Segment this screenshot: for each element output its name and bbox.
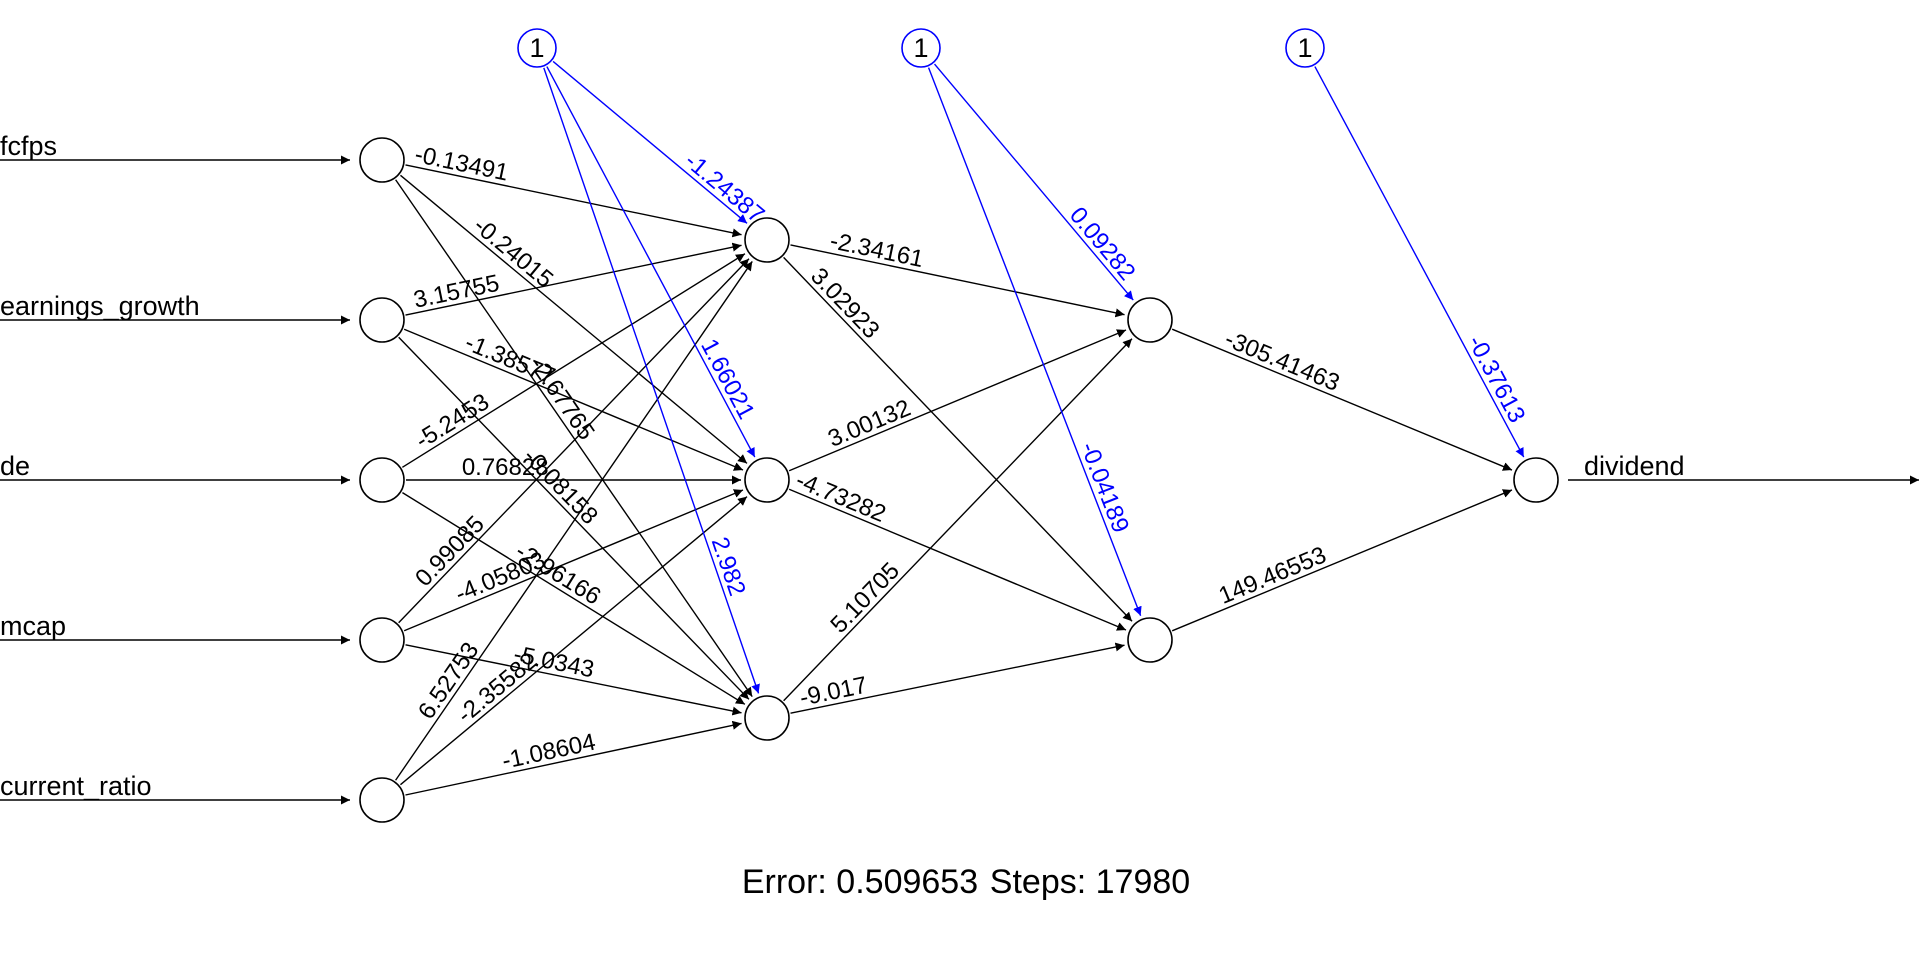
- bias-node-2-label: 1: [913, 33, 928, 63]
- edge-input-5-h1-3-line: [405, 720, 742, 796]
- edge-bias-h1-3-weight: 2.982: [706, 534, 751, 600]
- input-node-fcfps: [359, 137, 405, 183]
- input-label-de: de: [0, 451, 30, 481]
- input-label-current_ratio: current_ratio: [0, 771, 152, 801]
- edge-h2-2-output-weight: 149.46553: [1215, 541, 1330, 609]
- edge-bias-h1-2-weight: 1.66021: [695, 334, 760, 423]
- edge-h1-2-h2-2-weight: -4.73282: [792, 467, 890, 528]
- edge-input-5-h1-1-line: [395, 261, 753, 781]
- edge-bias-output-line: [1314, 66, 1525, 458]
- edge-bias-h2-1-weight: 0.09282: [1064, 202, 1141, 286]
- bias-node-2: [901, 28, 941, 68]
- input-node-mcap: [359, 617, 405, 663]
- edge-h1-3-h2-1-weight: 5.10705: [825, 557, 905, 638]
- edge-bias-h2-2-line: [927, 67, 1142, 617]
- edge-h1-1-h2-1-line: [790, 244, 1125, 318]
- output-label: dividend: [1584, 451, 1685, 481]
- input-node-de: [359, 457, 405, 503]
- edge-input-5-h1-2-line: [400, 496, 748, 786]
- edge-h2-1-output-weight: -305.41463: [1221, 326, 1344, 397]
- edge-h1-1-h2-1-weight: -2.34161: [828, 227, 926, 273]
- edge-h1-1-h2-2-line: [783, 256, 1133, 622]
- edge-h2-2-output-line: [1171, 489, 1513, 632]
- hidden2-node-1: [1127, 297, 1173, 343]
- edge-input-3-h1-2-weight: 0.76828: [462, 454, 549, 481]
- input-node-current_ratio: [359, 777, 405, 823]
- input-node-earnings_growth: [359, 297, 405, 343]
- edge-input-2-h1-1-line: [405, 242, 742, 316]
- edge-bias-h2-1-line: [933, 63, 1134, 301]
- edge-input-3-h1-1-weight: -5.2453: [411, 388, 494, 454]
- edge-input-2-h1-2-line: [403, 328, 744, 471]
- edge-input-4-h1-2-weight: -4.05803: [451, 547, 549, 608]
- edge-bias-h1-3-line: [543, 67, 760, 694]
- training-error-label: Error: 0.509653: [742, 863, 978, 901]
- edge-input-4-h1-2-line: [403, 489, 744, 632]
- input-label-mcap: mcap: [0, 611, 66, 641]
- input-label-earnings_growth: earnings_growth: [0, 291, 200, 321]
- training-steps-label: Steps: 17980: [990, 863, 1190, 901]
- edge-input-4-h1-1-line: [398, 258, 750, 624]
- edge-h1-2-h2-1-line: [788, 329, 1127, 472]
- edge-layer: [0, 60, 1919, 805]
- edge-bias-h1-1-line: [552, 60, 748, 224]
- edge-input-1-h1-1-line: [405, 164, 742, 238]
- edge-input-3-h1-1-line: [401, 253, 746, 468]
- bias-node-1-label: 1: [529, 33, 544, 63]
- label-layer: -0.13491-0.24015-2.677653.15755-1.38577-…: [0, 131, 1685, 801]
- edge-input-2-h1-1-weight: 3.15755: [411, 270, 501, 314]
- edge-bias-h1-1-weight: -1.24387: [679, 147, 769, 228]
- edge-bias-output-weight: -0.37613: [1462, 331, 1530, 427]
- hidden1-node-2: [744, 457, 790, 503]
- edge-bias-h2-2-weight: -0.04189: [1075, 438, 1134, 536]
- hidden1-node-1: [744, 217, 790, 263]
- edge-h2-1-output-line: [1171, 328, 1513, 471]
- hidden1-node-3: [744, 695, 790, 741]
- edge-input-1-h1-3-line: [395, 179, 753, 697]
- edge-input-2-h1-3-line: [398, 336, 750, 700]
- node-layer: 1 1 1: [359, 28, 1559, 823]
- edge-h1-2-h2-2-line: [788, 488, 1127, 631]
- edge-h1-1-h2-2-weight: 3.02923: [805, 263, 885, 344]
- edge-h1-3-h2-1-line: [783, 338, 1133, 702]
- hidden2-node-2: [1127, 617, 1173, 663]
- edge-bias-h1-2-line: [546, 66, 756, 458]
- bias-node-3: [1285, 28, 1325, 68]
- edge-input-3-h1-3-line: [402, 492, 746, 705]
- edge-input-1-h1-1-weight: -0.13491: [412, 141, 510, 187]
- edge-h1-2-h2-1-weight: 3.00132: [824, 394, 914, 452]
- edge-input-1-h1-2-line: [400, 174, 748, 464]
- edge-input-2-h1-2-weight: -1.38577: [461, 329, 559, 390]
- input-label-fcfps: fcfps: [0, 131, 57, 161]
- edge-h1-3-h2-2-weight: -9.017: [797, 672, 869, 712]
- bias-node-3-label: 1: [1297, 33, 1312, 63]
- edge-h1-3-h2-2-line: [790, 642, 1125, 714]
- edge-input-4-h1-3-line: [405, 644, 742, 716]
- edge-input-5-h1-3-weight: -1.08604: [500, 729, 598, 775]
- output-node-dividend: [1513, 457, 1559, 503]
- bias-node-1: [517, 28, 557, 68]
